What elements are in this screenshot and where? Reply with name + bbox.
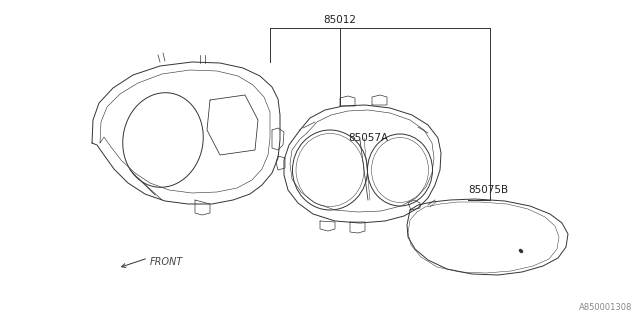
Text: 85012: 85012: [323, 15, 356, 25]
Text: A850001308: A850001308: [579, 303, 632, 312]
Text: 85057A: 85057A: [348, 133, 388, 143]
Text: FRONT: FRONT: [150, 257, 183, 267]
Text: 85075B: 85075B: [468, 185, 508, 195]
